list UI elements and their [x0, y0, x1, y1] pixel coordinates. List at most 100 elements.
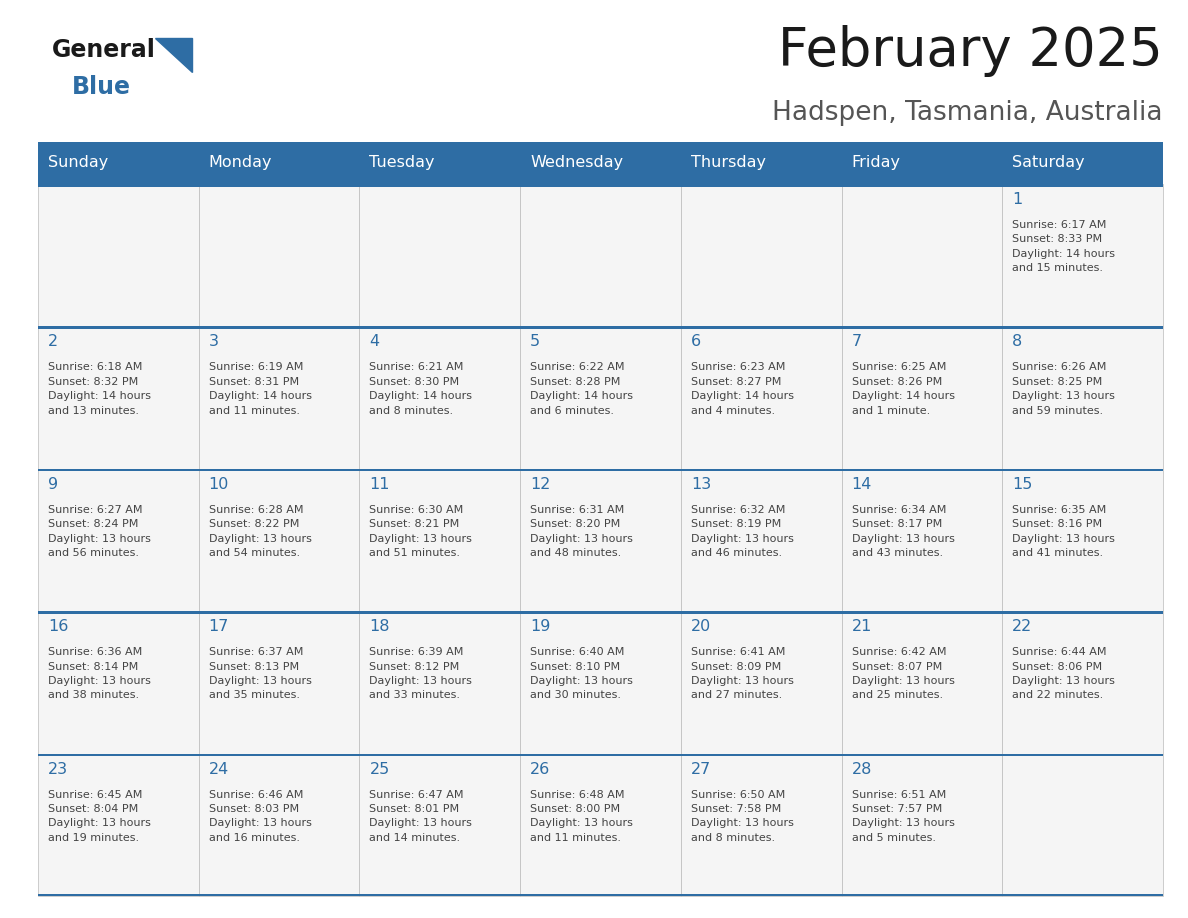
Text: Sunrise: 6:17 AM
Sunset: 8:33 PM
Daylight: 14 hours
and 15 minutes.: Sunrise: 6:17 AM Sunset: 8:33 PM Dayligh…	[1012, 220, 1116, 274]
Text: 4: 4	[369, 334, 379, 350]
Text: Sunrise: 6:44 AM
Sunset: 8:06 PM
Daylight: 13 hours
and 22 minutes.: Sunrise: 6:44 AM Sunset: 8:06 PM Dayligh…	[1012, 647, 1116, 700]
Bar	[360, 327, 520, 469]
Text: Sunrise: 6:39 AM
Sunset: 8:12 PM
Daylight: 13 hours
and 33 minutes.: Sunrise: 6:39 AM Sunset: 8:12 PM Dayligh…	[369, 647, 473, 700]
Text: 15: 15	[1012, 476, 1032, 492]
Bar	[520, 327, 681, 469]
Bar	[1003, 327, 1163, 469]
Text: Hadspen, Tasmania, Australia: Hadspen, Tasmania, Australia	[772, 100, 1163, 126]
Text: 6: 6	[691, 334, 701, 350]
Bar	[681, 142, 841, 184]
Bar	[360, 142, 520, 184]
Text: 21: 21	[852, 620, 872, 634]
Text: 28: 28	[852, 762, 872, 777]
Bar	[681, 184, 841, 327]
Text: Sunrise: 6:23 AM
Sunset: 8:27 PM
Daylight: 14 hours
and 4 minutes.: Sunrise: 6:23 AM Sunset: 8:27 PM Dayligh…	[691, 363, 794, 416]
Text: 18: 18	[369, 620, 390, 634]
Text: Sunrise: 6:41 AM
Sunset: 8:09 PM
Daylight: 13 hours
and 27 minutes.: Sunrise: 6:41 AM Sunset: 8:09 PM Dayligh…	[691, 647, 794, 700]
Text: 2: 2	[48, 334, 58, 350]
Text: Sunrise: 6:26 AM
Sunset: 8:25 PM
Daylight: 13 hours
and 59 minutes.: Sunrise: 6:26 AM Sunset: 8:25 PM Dayligh…	[1012, 363, 1116, 416]
Bar	[38, 611, 1163, 614]
Text: Tuesday: Tuesday	[369, 155, 435, 171]
Text: 20: 20	[691, 620, 712, 634]
Bar	[841, 327, 1003, 469]
Text: 27: 27	[691, 762, 712, 777]
Text: Saturday: Saturday	[1012, 155, 1085, 171]
Text: 10: 10	[209, 476, 229, 492]
Bar	[520, 611, 681, 754]
Text: Sunrise: 6:31 AM
Sunset: 8:20 PM
Daylight: 13 hours
and 48 minutes.: Sunrise: 6:31 AM Sunset: 8:20 PM Dayligh…	[530, 505, 633, 558]
Bar	[38, 611, 198, 754]
Bar	[38, 469, 198, 611]
Bar	[681, 611, 841, 754]
Polygon shape	[154, 38, 192, 72]
Text: Sunrise: 6:47 AM
Sunset: 8:01 PM
Daylight: 13 hours
and 14 minutes.: Sunrise: 6:47 AM Sunset: 8:01 PM Dayligh…	[369, 789, 473, 843]
Text: 3: 3	[209, 334, 219, 350]
Text: Sunrise: 6:35 AM
Sunset: 8:16 PM
Daylight: 13 hours
and 41 minutes.: Sunrise: 6:35 AM Sunset: 8:16 PM Dayligh…	[1012, 505, 1116, 558]
Text: 12: 12	[530, 476, 550, 492]
Bar	[520, 184, 681, 327]
Bar	[841, 754, 1003, 896]
Text: 16: 16	[48, 620, 69, 634]
Text: Sunrise: 6:18 AM
Sunset: 8:32 PM
Daylight: 14 hours
and 13 minutes.: Sunrise: 6:18 AM Sunset: 8:32 PM Dayligh…	[48, 363, 151, 416]
Text: Sunrise: 6:27 AM
Sunset: 8:24 PM
Daylight: 13 hours
and 56 minutes.: Sunrise: 6:27 AM Sunset: 8:24 PM Dayligh…	[48, 505, 151, 558]
Bar	[38, 142, 1163, 146]
Text: 23: 23	[48, 762, 68, 777]
Text: Thursday: Thursday	[691, 155, 766, 171]
Bar	[520, 754, 681, 896]
Bar	[1003, 754, 1163, 896]
Text: Sunrise: 6:42 AM
Sunset: 8:07 PM
Daylight: 13 hours
and 25 minutes.: Sunrise: 6:42 AM Sunset: 8:07 PM Dayligh…	[852, 647, 954, 700]
Text: Sunrise: 6:36 AM
Sunset: 8:14 PM
Daylight: 13 hours
and 38 minutes.: Sunrise: 6:36 AM Sunset: 8:14 PM Dayligh…	[48, 647, 151, 700]
Text: General: General	[52, 38, 156, 62]
Bar	[38, 327, 198, 469]
Text: 22: 22	[1012, 620, 1032, 634]
Text: 24: 24	[209, 762, 229, 777]
Bar	[198, 184, 360, 327]
Text: Sunrise: 6:25 AM
Sunset: 8:26 PM
Daylight: 14 hours
and 1 minute.: Sunrise: 6:25 AM Sunset: 8:26 PM Dayligh…	[852, 363, 955, 416]
Text: Sunrise: 6:28 AM
Sunset: 8:22 PM
Daylight: 13 hours
and 54 minutes.: Sunrise: 6:28 AM Sunset: 8:22 PM Dayligh…	[209, 505, 311, 558]
Bar	[1003, 142, 1163, 184]
Bar	[681, 327, 841, 469]
Text: Wednesday: Wednesday	[530, 155, 624, 171]
Text: Sunrise: 6:45 AM
Sunset: 8:04 PM
Daylight: 13 hours
and 19 minutes.: Sunrise: 6:45 AM Sunset: 8:04 PM Dayligh…	[48, 789, 151, 843]
Bar	[681, 469, 841, 611]
Text: Friday: Friday	[852, 155, 901, 171]
Text: Sunrise: 6:21 AM
Sunset: 8:30 PM
Daylight: 14 hours
and 8 minutes.: Sunrise: 6:21 AM Sunset: 8:30 PM Dayligh…	[369, 363, 473, 416]
Bar	[38, 893, 1163, 896]
Bar	[681, 754, 841, 896]
Text: 13: 13	[691, 476, 712, 492]
Text: Sunrise: 6:22 AM
Sunset: 8:28 PM
Daylight: 14 hours
and 6 minutes.: Sunrise: 6:22 AM Sunset: 8:28 PM Dayligh…	[530, 363, 633, 416]
Bar	[1003, 611, 1163, 754]
Text: 8: 8	[1012, 334, 1023, 350]
Text: 7: 7	[852, 334, 861, 350]
Bar	[198, 611, 360, 754]
Bar	[38, 184, 198, 327]
Text: Sunrise: 6:40 AM
Sunset: 8:10 PM
Daylight: 13 hours
and 30 minutes.: Sunrise: 6:40 AM Sunset: 8:10 PM Dayligh…	[530, 647, 633, 700]
Bar	[360, 469, 520, 611]
Text: 25: 25	[369, 762, 390, 777]
Bar	[198, 754, 360, 896]
Bar	[841, 611, 1003, 754]
Text: 9: 9	[48, 476, 58, 492]
Bar	[38, 469, 1163, 471]
Bar	[38, 754, 1163, 756]
Text: 17: 17	[209, 620, 229, 634]
Text: Sunrise: 6:30 AM
Sunset: 8:21 PM
Daylight: 13 hours
and 51 minutes.: Sunrise: 6:30 AM Sunset: 8:21 PM Dayligh…	[369, 505, 473, 558]
Text: Sunrise: 6:19 AM
Sunset: 8:31 PM
Daylight: 14 hours
and 11 minutes.: Sunrise: 6:19 AM Sunset: 8:31 PM Dayligh…	[209, 363, 311, 416]
Text: Sunrise: 6:46 AM
Sunset: 8:03 PM
Daylight: 13 hours
and 16 minutes.: Sunrise: 6:46 AM Sunset: 8:03 PM Dayligh…	[209, 789, 311, 843]
Bar	[38, 327, 1163, 329]
Text: 26: 26	[530, 762, 550, 777]
Text: Sunrise: 6:32 AM
Sunset: 8:19 PM
Daylight: 13 hours
and 46 minutes.: Sunrise: 6:32 AM Sunset: 8:19 PM Dayligh…	[691, 505, 794, 558]
Text: 1: 1	[1012, 192, 1023, 207]
Text: Sunrise: 6:50 AM
Sunset: 7:58 PM
Daylight: 13 hours
and 8 minutes.: Sunrise: 6:50 AM Sunset: 7:58 PM Dayligh…	[691, 789, 794, 843]
Bar	[360, 754, 520, 896]
Text: 11: 11	[369, 476, 390, 492]
Bar	[198, 469, 360, 611]
Bar	[360, 611, 520, 754]
Bar	[520, 142, 681, 184]
Bar	[38, 184, 1163, 186]
Text: Monday: Monday	[209, 155, 272, 171]
Bar	[198, 327, 360, 469]
Text: Sunrise: 6:48 AM
Sunset: 8:00 PM
Daylight: 13 hours
and 11 minutes.: Sunrise: 6:48 AM Sunset: 8:00 PM Dayligh…	[530, 789, 633, 843]
Bar	[198, 142, 360, 184]
Text: Sunrise: 6:34 AM
Sunset: 8:17 PM
Daylight: 13 hours
and 43 minutes.: Sunrise: 6:34 AM Sunset: 8:17 PM Dayligh…	[852, 505, 954, 558]
